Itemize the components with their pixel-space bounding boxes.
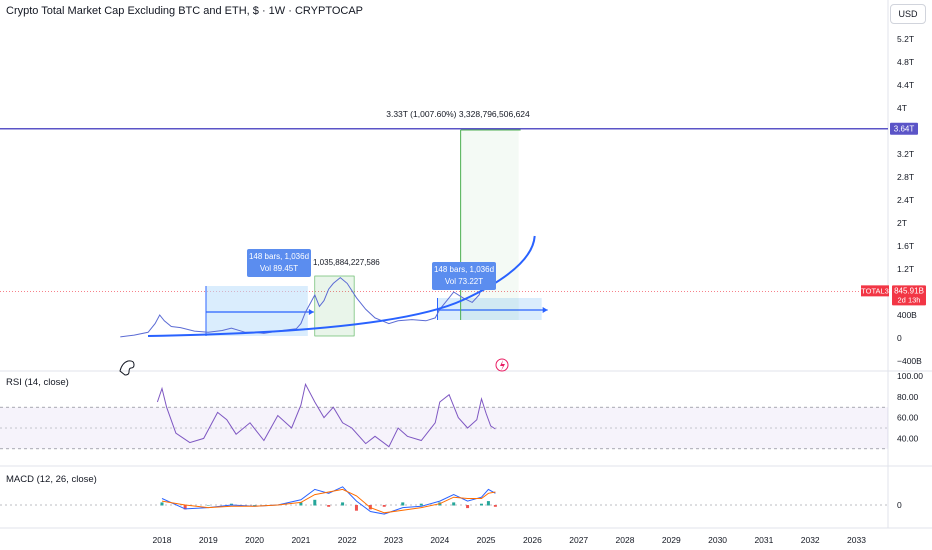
macd-histogram-bar (486, 501, 490, 506)
range1-bars-label: 148 bars, 1,036d (249, 252, 309, 261)
currency-button[interactable]: USD (890, 4, 926, 24)
x-tick-label: 2018 (153, 535, 172, 545)
macd-histogram-bar (401, 502, 405, 506)
macd-histogram-bar (479, 503, 483, 506)
rsi-y-tick-label: 100.00 (897, 371, 923, 381)
x-tick-label: 2024 (430, 535, 449, 545)
tradingview-logo-icon (119, 360, 135, 376)
x-tick-label: 2025 (477, 535, 496, 545)
rsi-y-tick-label: 40.00 (897, 433, 919, 443)
y-tick-label: 0 (897, 333, 902, 343)
rsi-y-tick-label: 60.00 (897, 413, 919, 423)
x-tick-label: 2021 (291, 535, 310, 545)
y-tick-label: 3.2T (897, 149, 914, 159)
macd-histogram-bar (299, 502, 303, 506)
price-series-line (120, 273, 496, 338)
parabolic-curve (147, 235, 536, 337)
macd-histogram-bar (327, 505, 331, 507)
y-tick-label: 2T (897, 218, 907, 228)
x-tick-label: 2030 (708, 535, 727, 545)
range-box-1 (205, 286, 308, 336)
range2-vol-label: Vol 73.22T (445, 277, 483, 286)
macd-histogram-bar (160, 502, 164, 506)
mid-measure-label: 1,035,884,227,586 (313, 258, 380, 267)
y-tick-label: 2.8T (897, 172, 914, 182)
y-tick-label: −400B (897, 356, 922, 366)
x-tick-label: 2019 (199, 535, 218, 545)
macd-histogram-bar (419, 503, 423, 506)
x-tick-label: 2022 (338, 535, 357, 545)
y-tick-label: 4.8T (897, 57, 914, 67)
countdown-badge-label: 2d 13h (898, 295, 921, 304)
y-tick-label: 400B (897, 310, 917, 320)
measure-box-top (460, 130, 519, 320)
macd-histogram-bar (253, 505, 257, 506)
hline-badge (890, 122, 918, 135)
y-tick-label: 2.4T (897, 195, 914, 205)
macd-histogram-bar (341, 502, 345, 506)
top-measure-label: 3.33T (1,007.60%) 3,328,796,506,624 (386, 109, 530, 119)
macd-series-line (161, 486, 496, 515)
y-tick-label: 1.2T (897, 264, 914, 274)
x-tick-label: 2031 (754, 535, 773, 545)
x-tick-label: 2026 (523, 535, 542, 545)
price-badge (892, 285, 926, 306)
range-box-1-arrowhead (308, 309, 314, 315)
lightning-icon (495, 358, 509, 372)
price-badge-label: 845.91B (894, 286, 924, 295)
rsi-pane-label[interactable]: RSI (14, close) (6, 377, 69, 388)
macd-histogram-bar (206, 505, 210, 506)
x-tick-label: 2028 (616, 535, 635, 545)
macd-histogram-bar (466, 505, 470, 509)
range-box-2-arrowhead (542, 307, 548, 313)
range1-vol-label: Vol 89.45T (260, 264, 298, 273)
macd-pane-label[interactable]: MACD (12, 26, close) (6, 474, 97, 485)
x-tick-label: 2023 (384, 535, 403, 545)
y-tick-label: 5.2T (897, 34, 914, 44)
x-tick-label: 2027 (569, 535, 588, 545)
chart-title: Crypto Total Market Cap Excluding BTC an… (6, 5, 364, 17)
macd-histogram-bar (382, 505, 386, 507)
macd-histogram-bar (313, 499, 317, 506)
y-tick-label: 4T (897, 103, 907, 113)
macd-histogram-bar (493, 505, 497, 507)
range2-bars-label: 148 bars, 1,036d (434, 265, 494, 274)
rsi-series-line (156, 382, 496, 448)
range2-label-box (432, 262, 496, 290)
rsi-band (0, 407, 888, 449)
range-box-2 (437, 298, 542, 320)
macd-y-tick-label: 0 (897, 500, 902, 510)
hline-badge-label: 3.64T (894, 125, 915, 134)
y-tick-label: 1.6T (897, 241, 914, 251)
symbol-badge-label: TOTAL3 (861, 286, 889, 295)
range1-label-box (247, 249, 311, 277)
x-tick-label: 2020 (245, 535, 264, 545)
y-tick-label: 4.4T (897, 80, 914, 90)
signal-series-line (161, 488, 496, 514)
x-tick-label: 2033 (847, 535, 866, 545)
symbol-badge (861, 285, 889, 297)
rsi-y-tick-label: 80.00 (897, 392, 919, 402)
lightning-icon-bolt (500, 360, 505, 371)
x-tick-label: 2029 (662, 535, 681, 545)
x-tick-label: 2032 (801, 535, 820, 545)
macd-histogram-bar (452, 502, 456, 506)
macd-histogram-bar (354, 505, 358, 511)
macd-histogram-bar (183, 505, 187, 510)
